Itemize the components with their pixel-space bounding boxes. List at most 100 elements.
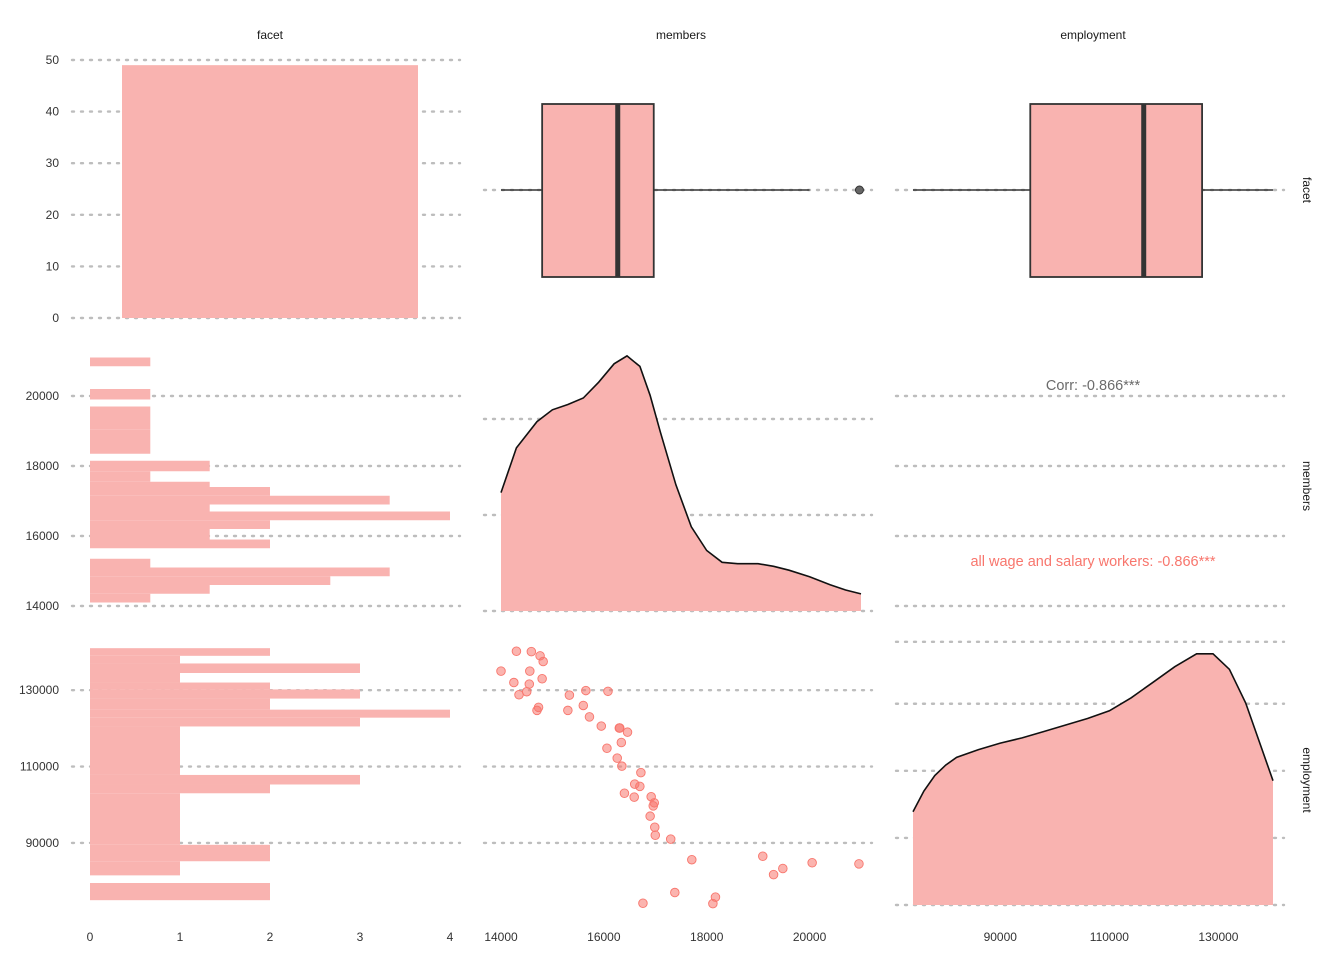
scatter-point (650, 830, 661, 841)
scatter-point (665, 834, 676, 844)
scatter-point (616, 737, 627, 748)
scatter-point (617, 761, 627, 771)
scatter-point (645, 811, 655, 821)
scatter-point (564, 690, 575, 700)
column-strip-label: members (656, 28, 706, 42)
members-histogram-bar (90, 593, 151, 603)
x-tick-label: 4 (447, 930, 454, 944)
scatter-point (636, 767, 646, 778)
scatter-point (619, 788, 630, 799)
scatter-point (687, 854, 697, 865)
y-tick-label: 40 (46, 105, 60, 119)
members-boxplot-outlier (854, 185, 864, 195)
scatter-point (526, 646, 537, 657)
employment-histogram-bar (90, 673, 180, 683)
employment-histogram-bar (90, 682, 270, 690)
members-histogram-bar (90, 487, 270, 496)
employment-histogram-bar (90, 844, 270, 862)
members-histogram-bar (90, 460, 210, 472)
scatter-point (584, 712, 595, 722)
x-tick-label: 20000 (793, 930, 827, 944)
scatter-point (758, 851, 768, 862)
x-tick-label: 0 (87, 930, 94, 944)
scatter-point (581, 685, 591, 696)
x-tick-label: 90000 (984, 930, 1018, 944)
x-tick-label: 2 (267, 930, 274, 944)
scatter-point (578, 700, 589, 711)
scatter-point (538, 656, 548, 667)
scatter-point (612, 753, 622, 763)
scatter-point (525, 666, 535, 676)
employment-histogram-bar (90, 655, 180, 664)
members-density-line (500, 354, 862, 595)
scatter-point (854, 859, 864, 869)
column-strip-label: employment (1060, 28, 1126, 42)
scatter-point (638, 898, 648, 908)
y-tick-label: 30 (46, 156, 60, 170)
members-histogram-bar (90, 406, 151, 430)
scatter-point (496, 666, 506, 676)
scatter-point (807, 858, 817, 868)
scatter-point (649, 798, 660, 808)
scatter-point (511, 646, 522, 656)
members-histogram-bar (90, 539, 270, 549)
x-tick-label: 1 (177, 930, 184, 944)
y-tick-label: 20000 (26, 389, 60, 403)
members-histogram-bar (90, 520, 270, 529)
row-strip-label: facet (1300, 177, 1314, 204)
x-tick-label: 110000 (1090, 930, 1129, 944)
y-tick-label: 90000 (26, 836, 60, 850)
corr-group-label: all wage and salary workers: -0.866*** (970, 554, 1215, 570)
members-histogram-bar (90, 481, 210, 487)
members-density-area (501, 355, 861, 611)
members-histogram-bar (90, 576, 331, 585)
members-histogram-bar (90, 429, 151, 454)
employment-histogram-bar (90, 717, 360, 727)
row-strip-label: members (1300, 461, 1314, 511)
scatter-point (533, 702, 544, 713)
members-histogram-bar (90, 558, 151, 568)
scatter-point (524, 679, 535, 689)
y-tick-label: 20 (46, 208, 60, 222)
members-histogram-bar (90, 357, 151, 367)
employment-histogram-bar (90, 698, 270, 710)
employment-histogram-bar (90, 793, 180, 845)
y-tick-label: 110000 (20, 760, 59, 774)
members-boxplot-box (541, 103, 655, 278)
members-histogram-bar (90, 567, 390, 577)
scatter-point (537, 673, 547, 684)
scatter-point (615, 723, 625, 733)
scatter-point (768, 869, 779, 880)
mark-layer (90, 65, 1274, 909)
scatter-point (509, 677, 519, 688)
y-tick-label: 16000 (26, 529, 60, 543)
scatter-point (710, 892, 721, 902)
members-histogram-bar (90, 511, 450, 521)
column-strip-label: facet (257, 28, 284, 42)
employment-histogram-bar (90, 726, 180, 775)
y-tick-label: 130000 (19, 683, 59, 697)
employment-histogram-bar (90, 663, 360, 673)
scatter-point (596, 721, 607, 731)
x-tick-label: 14000 (484, 930, 518, 944)
employment-density-area (913, 653, 1273, 905)
y-tick-label: 18000 (26, 459, 60, 473)
x-tick-label: 18000 (690, 930, 724, 944)
employment-histogram-bar (90, 709, 450, 718)
employment-boxplot-box (1029, 103, 1203, 278)
members-histogram-bar (90, 585, 210, 594)
employment-histogram-bar (90, 883, 270, 901)
members-histogram-bar (90, 504, 210, 512)
y-tick-label: 14000 (26, 599, 60, 613)
employment-histogram-bar (90, 648, 270, 656)
y-tick-label: 50 (46, 53, 60, 67)
corr-all-label: Corr: -0.866*** (1046, 378, 1141, 394)
members-histogram-bar (90, 471, 151, 482)
members-histogram-bar (90, 495, 390, 505)
x-tick-label: 16000 (587, 930, 621, 944)
scatter-point (778, 863, 788, 874)
scatter-point (563, 705, 573, 716)
employment-density-line (912, 653, 1274, 813)
members-histogram-bar (90, 389, 151, 400)
